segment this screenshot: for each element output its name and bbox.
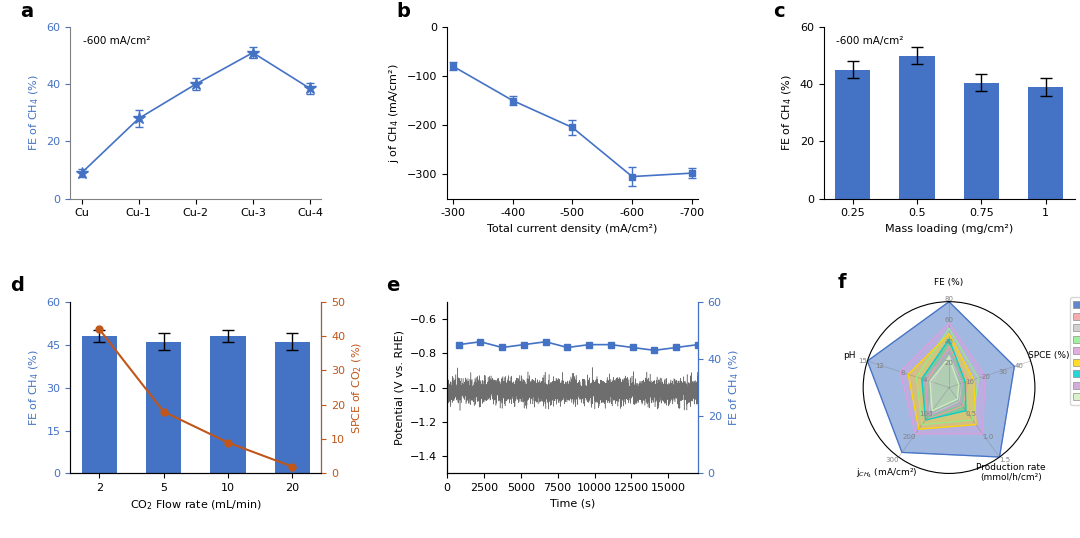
- Text: d: d: [10, 277, 24, 295]
- Text: 4: 4: [923, 378, 928, 384]
- Text: 40: 40: [1014, 363, 1023, 370]
- Text: 1.0: 1.0: [983, 434, 994, 440]
- Bar: [211, 336, 245, 473]
- Polygon shape: [867, 302, 1014, 457]
- Bar: [1028, 87, 1063, 199]
- X-axis label: Mass loading (mg/cm²): Mass loading (mg/cm²): [885, 224, 1013, 234]
- Text: 8: 8: [901, 371, 905, 377]
- Text: 200: 200: [902, 434, 916, 440]
- Y-axis label: FE of CH$_4$ (%): FE of CH$_4$ (%): [27, 74, 41, 151]
- Text: 12: 12: [875, 363, 883, 370]
- Polygon shape: [930, 358, 959, 410]
- Y-axis label: FE of CH$_4$ (%): FE of CH$_4$ (%): [781, 74, 794, 151]
- Text: a: a: [19, 2, 33, 20]
- Text: 20: 20: [982, 374, 990, 380]
- X-axis label: Time (s): Time (s): [550, 499, 595, 509]
- Y-axis label: Potential (V vs. RHE): Potential (V vs. RHE): [394, 330, 404, 445]
- Text: 1.5: 1.5: [999, 457, 1011, 463]
- Text: 300: 300: [886, 457, 899, 463]
- Text: c: c: [773, 2, 785, 20]
- Bar: [835, 70, 870, 199]
- Text: 40: 40: [945, 338, 954, 345]
- Y-axis label: j of CH$_4$ (mA/cm²): j of CH$_4$ (mA/cm²): [387, 63, 401, 162]
- Text: 0.5: 0.5: [966, 410, 977, 417]
- Text: 20: 20: [945, 360, 954, 366]
- Legend: This work, Ref.16a, Ref.16b, Ref.16c, Ref.16d, Ref.16e, Ref.16f, Ref.16g, Ref.2b: This work, Ref.16a, Ref.16b, Ref.16c, Re…: [1070, 298, 1080, 405]
- Text: 30: 30: [998, 369, 1007, 374]
- Text: 100: 100: [919, 410, 932, 417]
- Polygon shape: [922, 339, 966, 420]
- Polygon shape: [900, 323, 985, 434]
- Polygon shape: [917, 329, 978, 424]
- Text: 10: 10: [966, 379, 974, 385]
- Text: e: e: [387, 277, 400, 295]
- Text: 60: 60: [945, 317, 954, 323]
- Text: f: f: [837, 273, 846, 292]
- Y-axis label: SPCE of CO$_2$ (%): SPCE of CO$_2$ (%): [351, 342, 364, 434]
- Text: 80: 80: [945, 296, 954, 302]
- Bar: [963, 83, 999, 199]
- Text: -600 mA/cm²: -600 mA/cm²: [836, 36, 904, 46]
- Text: b: b: [396, 2, 410, 20]
- Y-axis label: FE of CH$_4$ (%): FE of CH$_4$ (%): [727, 349, 741, 426]
- Text: 15: 15: [859, 358, 867, 364]
- X-axis label: CO$_2$ Flow rate (mL/min): CO$_2$ Flow rate (mL/min): [130, 499, 261, 512]
- X-axis label: Total current density (mA/cm²): Total current density (mA/cm²): [487, 224, 658, 234]
- Bar: [900, 55, 934, 199]
- Bar: [274, 342, 310, 473]
- Polygon shape: [929, 356, 962, 415]
- Bar: [146, 342, 181, 473]
- Y-axis label: FE of CH$_4$ (%): FE of CH$_4$ (%): [27, 349, 41, 426]
- Bar: [82, 336, 117, 473]
- Polygon shape: [908, 334, 976, 429]
- Polygon shape: [924, 350, 962, 415]
- Text: -600 mA/cm²: -600 mA/cm²: [83, 36, 150, 46]
- Polygon shape: [926, 347, 969, 420]
